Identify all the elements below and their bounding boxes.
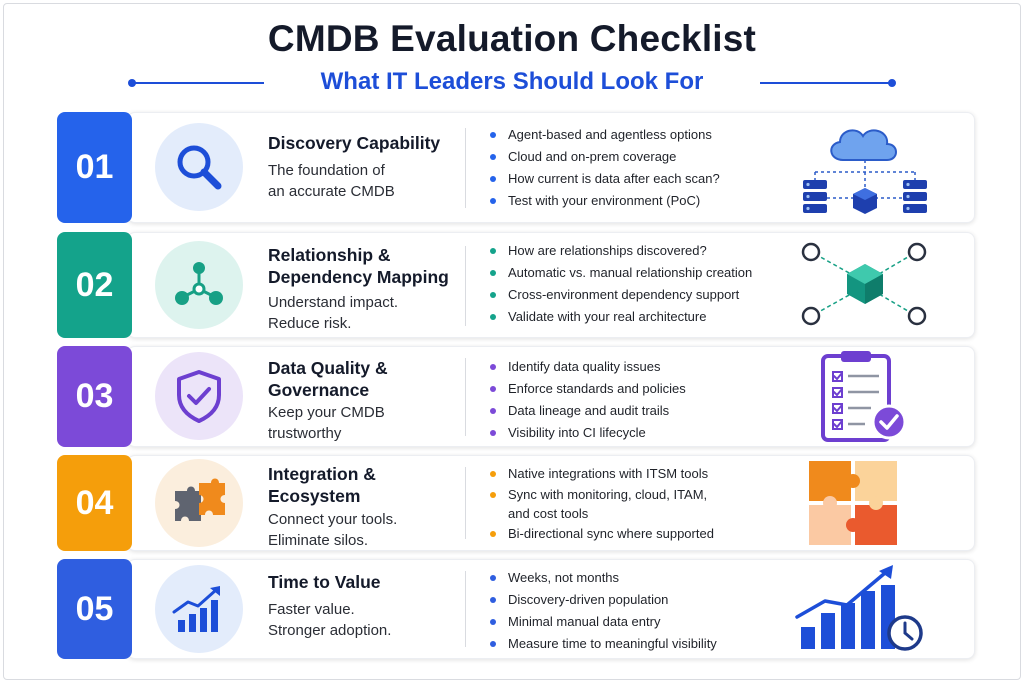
row-bullets: Identify data quality issues Enforce sta… — [490, 356, 686, 444]
cloud-servers-icon — [785, 112, 945, 223]
row-number-badge: 03 — [57, 346, 132, 447]
row-card — [127, 232, 975, 338]
subtitle-rule-right — [760, 82, 892, 84]
checklist-row-relationships: 02 Relationship & Dependency Mapping Und… — [57, 232, 975, 338]
row-bullets: Agent-based and agentless options Cloud … — [490, 124, 720, 212]
checklist-row-time-to-value: 05 Time to Value Faster value. Stronger … — [57, 559, 975, 659]
bullet-item: Weeks, not months — [490, 567, 717, 589]
row-number-badge: 04 — [57, 455, 132, 551]
bullet-item: Validate with your real architecture — [490, 306, 752, 328]
bullet-item: Enforce standards and policies — [490, 378, 686, 400]
row-divider — [465, 467, 466, 539]
page-title: CMDB Evaluation Checklist — [267, 18, 757, 59]
subtitle-rule-left — [132, 82, 264, 84]
page-frame — [3, 3, 1021, 680]
row-description: Faster value. Stronger adoption. — [268, 601, 392, 639]
page-subtitle: What IT Leaders Should Look For — [320, 68, 704, 95]
subtitle-dot-right — [888, 79, 896, 87]
bullet-item: Identify data quality issues — [490, 356, 686, 378]
row-bullets: How are relationships discovered? Automa… — [490, 240, 752, 328]
row-card — [127, 112, 975, 223]
row-description: Understand impact. Reduce risk. — [268, 294, 399, 332]
row-bullets: Weeks, not months Discovery-driven popul… — [490, 567, 717, 655]
row-heading: Integration & Ecosystem — [268, 464, 376, 506]
puzzle-grid-icon — [785, 455, 945, 551]
chart-clock-icon — [785, 559, 945, 659]
puzzle-pieces-icon — [155, 459, 243, 547]
row-description: Connect your tools. Eliminate silos. — [268, 511, 398, 549]
row-divider — [465, 571, 466, 647]
bullet-item: Sync with monitoring, cloud, ITAM, and c… — [490, 485, 710, 523]
bullet-item: Test with your environment (PoC) — [490, 190, 720, 212]
growth-chart-icon — [155, 565, 243, 653]
dependency-cube-icon — [785, 232, 945, 338]
row-heading: Data Quality & Governance — [268, 358, 388, 400]
row-number-badge: 05 — [57, 559, 132, 659]
row-number-badge: 01 — [57, 112, 132, 223]
row-divider — [465, 128, 466, 208]
subtitle-dot-left — [128, 79, 136, 87]
checklist-row-discovery: 01 Discovery Capability The foundation o… — [57, 112, 975, 223]
network-nodes-icon — [155, 241, 243, 329]
bullet-item: Minimal manual data entry — [490, 611, 717, 633]
row-description: The foundation of an accurate CMDB — [268, 162, 395, 200]
bullet-item: Visibility into CI lifecycle — [490, 422, 686, 444]
bullet-item: Measure time to meaningful visibility — [490, 633, 717, 655]
shield-check-icon — [155, 352, 243, 440]
row-heading: Relationship & Dependency Mapping — [268, 245, 449, 287]
row-description: Keep your CMDB trustworthy — [268, 404, 385, 442]
checklist-row-integration: 04 Integration & Ecosystem Connect your … — [57, 455, 975, 551]
bullet-item: Data lineage and audit trails — [490, 400, 686, 422]
clipboard-checklist-icon — [785, 346, 945, 447]
magnifier-icon — [155, 123, 243, 211]
row-number-badge: 02 — [57, 232, 132, 338]
bullet-item: How current is data after each scan? — [490, 168, 720, 190]
bullet-item: Automatic vs. manual relationship creati… — [490, 262, 752, 284]
bullet-item: Agent-based and agentless options — [490, 124, 720, 146]
bullet-item: Discovery-driven population — [490, 589, 717, 611]
bullet-item: Cross-environment dependency support — [490, 284, 752, 306]
bullet-item: Native integrations with ITSM tools — [490, 463, 714, 485]
row-heading: Discovery Capability — [268, 133, 441, 153]
checklist-row-data-quality: 03 Data Quality & Governance Keep your C… — [57, 346, 975, 447]
row-divider — [465, 246, 466, 326]
row-bullets: Native integrations with ITSM tools Sync… — [490, 463, 714, 545]
row-heading: Time to Value — [268, 572, 381, 592]
bullet-item: How are relationships discovered? — [490, 240, 752, 262]
row-divider — [465, 358, 466, 436]
bullet-item: Cloud and on-prem coverage — [490, 146, 720, 168]
bullet-item: Bi-directional sync where supported — [490, 523, 714, 545]
